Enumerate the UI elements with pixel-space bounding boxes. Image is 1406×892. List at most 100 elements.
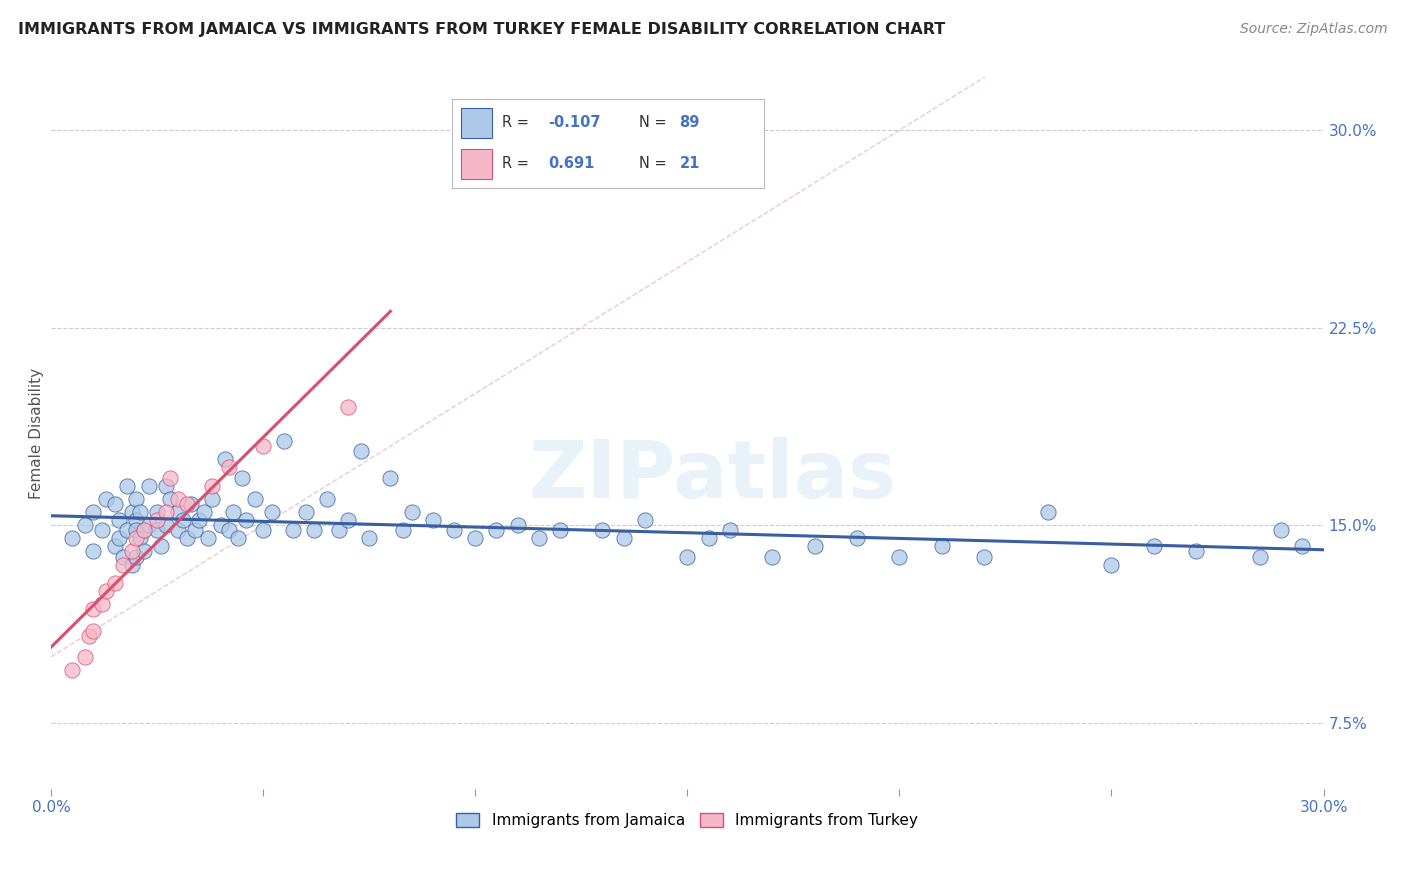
Point <box>138 518 160 533</box>
Point <box>1270 524 1292 538</box>
Point <box>252 439 274 453</box>
Point <box>422 513 444 527</box>
Point <box>82 624 104 638</box>
Point <box>1101 558 1123 572</box>
Point <box>82 544 104 558</box>
Point <box>1143 539 1166 553</box>
Legend: Immigrants from Jamaica, Immigrants from Turkey: Immigrants from Jamaica, Immigrants from… <box>450 807 924 834</box>
Text: Source: ZipAtlas.com: Source: ZipAtlas.com <box>1240 22 1388 37</box>
Point <box>506 518 529 533</box>
Point <box>125 524 148 538</box>
Point <box>146 513 169 527</box>
Point <box>112 558 135 572</box>
Point <box>134 544 156 558</box>
Point <box>117 524 139 538</box>
Point <box>336 513 359 527</box>
Point <box>77 629 100 643</box>
Point <box>380 471 402 485</box>
Point <box>697 532 720 546</box>
Point <box>260 505 283 519</box>
Point <box>214 452 236 467</box>
Point <box>273 434 295 448</box>
Point <box>82 602 104 616</box>
Point <box>129 505 152 519</box>
Point <box>104 539 127 553</box>
Text: IMMIGRANTS FROM JAMAICA VS IMMIGRANTS FROM TURKEY FEMALE DISABILITY CORRELATION : IMMIGRANTS FROM JAMAICA VS IMMIGRANTS FR… <box>18 22 945 37</box>
Point <box>150 539 173 553</box>
Point <box>201 491 224 506</box>
Point <box>464 532 486 546</box>
Point <box>94 584 117 599</box>
Point <box>134 524 156 538</box>
Point <box>94 491 117 506</box>
Point <box>146 505 169 519</box>
Point <box>159 471 181 485</box>
Point <box>973 549 995 564</box>
Point <box>613 532 636 546</box>
Point <box>112 549 135 564</box>
Point <box>167 524 190 538</box>
Point <box>392 524 415 538</box>
Point <box>548 524 571 538</box>
Point <box>718 524 741 538</box>
Point <box>117 478 139 492</box>
Text: ZIPatlas: ZIPatlas <box>529 437 897 515</box>
Point <box>172 513 194 527</box>
Point <box>60 663 83 677</box>
Point <box>82 505 104 519</box>
Point <box>226 532 249 546</box>
Point <box>121 558 143 572</box>
Point <box>591 524 613 538</box>
Point <box>209 518 232 533</box>
Point <box>125 491 148 506</box>
Point <box>889 549 911 564</box>
Point <box>931 539 953 553</box>
Point <box>252 524 274 538</box>
Point <box>218 460 240 475</box>
Point <box>231 471 253 485</box>
Point <box>218 524 240 538</box>
Y-axis label: Female Disability: Female Disability <box>30 368 44 499</box>
Point <box>108 513 131 527</box>
Point <box>359 532 381 546</box>
Point <box>129 532 152 546</box>
Point <box>125 532 148 546</box>
Point <box>167 505 190 519</box>
Point <box>443 524 465 538</box>
Point <box>634 513 657 527</box>
Point <box>294 505 316 519</box>
Point <box>90 524 112 538</box>
Point <box>60 532 83 546</box>
Point <box>193 505 215 519</box>
Point <box>155 518 177 533</box>
Point <box>527 532 550 546</box>
Point <box>803 539 825 553</box>
Point <box>90 597 112 611</box>
Point <box>155 505 177 519</box>
Point <box>281 524 304 538</box>
Point <box>176 497 198 511</box>
Point <box>146 524 169 538</box>
Point <box>125 513 148 527</box>
Point <box>134 524 156 538</box>
Point <box>197 532 219 546</box>
Point <box>176 532 198 546</box>
Point <box>188 513 211 527</box>
Point <box>104 576 127 591</box>
Point <box>222 505 245 519</box>
Point <box>73 518 96 533</box>
Point <box>243 491 266 506</box>
Point <box>155 478 177 492</box>
Point <box>73 649 96 664</box>
Point <box>1291 539 1313 553</box>
Point <box>235 513 257 527</box>
Point <box>180 497 202 511</box>
Point <box>167 491 190 506</box>
Point <box>184 524 207 538</box>
Point <box>121 505 143 519</box>
Point <box>121 544 143 558</box>
Point <box>125 549 148 564</box>
Point <box>1036 505 1059 519</box>
Point <box>159 491 181 506</box>
Point <box>104 497 127 511</box>
